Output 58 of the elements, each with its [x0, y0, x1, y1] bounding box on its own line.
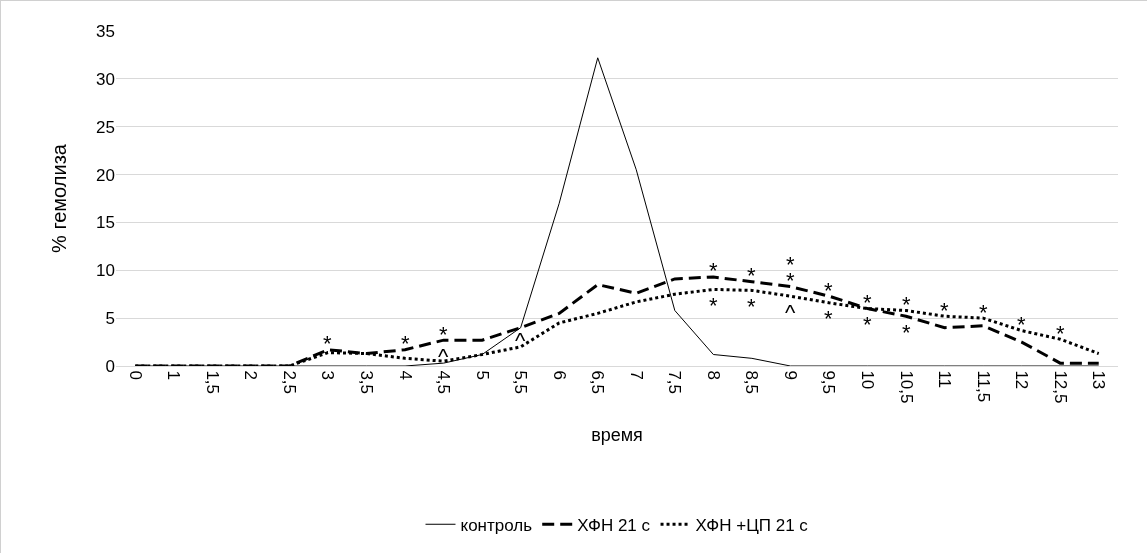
y-tick-label: 35	[96, 21, 115, 41]
x-tick-label: 9,5	[819, 370, 839, 395]
annotation: *	[1056, 321, 1065, 346]
y-tick-label: 20	[96, 165, 115, 185]
annotation: *	[902, 320, 911, 345]
x-axis-title: время	[591, 424, 643, 445]
x-tick-label: 4,5	[434, 370, 454, 395]
annotation: ^	[438, 344, 449, 369]
x-tick-label: 1,5	[202, 370, 222, 395]
x-tick-label: 5,5	[511, 370, 531, 395]
x-tick-label: 5	[472, 370, 492, 380]
x-tick-label: 11,5	[973, 370, 993, 403]
x-tick-label: 7,5	[665, 370, 685, 395]
y-tick-label: 25	[96, 117, 115, 137]
annotation: *	[824, 278, 833, 303]
x-tick-label: 4	[395, 370, 415, 380]
x-tick-label: 9	[780, 370, 800, 380]
x-tick-label: 7	[626, 370, 646, 380]
annotation: ^	[785, 300, 796, 325]
legend-label: контроль	[460, 515, 533, 535]
x-tick-label: 10	[857, 370, 877, 390]
annotation: *	[747, 294, 756, 319]
x-tick-label: 13	[1089, 370, 1109, 390]
x-tick-label: 11	[935, 370, 955, 389]
x-tick-label: 8	[703, 370, 723, 380]
annotation: *	[439, 322, 448, 347]
x-tick-label: 3	[318, 370, 338, 380]
x-tick-label: 6	[549, 370, 569, 380]
y-axis-title: % гемолиза	[48, 143, 70, 253]
y-tick-label: 15	[96, 213, 115, 233]
annotation: *	[824, 306, 833, 331]
y-tick-label: 10	[96, 261, 115, 281]
x-tick-label: 12	[1012, 370, 1032, 390]
x-tick-label: 8,5	[742, 370, 762, 395]
x-tick-label: 0	[125, 370, 145, 380]
annotation: *	[940, 298, 949, 323]
legend-label: ХФН 21 с	[577, 515, 651, 535]
annotation: *	[709, 258, 718, 283]
legend-label: ХФН +ЦП 21 с	[695, 515, 809, 535]
annotation: *	[401, 331, 410, 356]
x-tick-label: 2,5	[279, 370, 299, 395]
x-tick-label: 1	[164, 370, 184, 380]
annotation: *	[863, 290, 872, 315]
x-tick-label: 10,5	[896, 370, 916, 404]
annotation: *	[747, 263, 756, 288]
x-tick-label: 2	[241, 370, 261, 380]
annotation: *	[323, 331, 332, 356]
annotation: *	[709, 293, 718, 318]
annotation: *	[979, 300, 988, 325]
y-tick-label: 5	[105, 309, 115, 329]
annotation: *	[1017, 312, 1026, 337]
x-tick-label: 3,5	[356, 370, 376, 395]
annotation: ^	[515, 328, 526, 353]
annotation: *	[902, 292, 911, 317]
y-tick-label: 30	[96, 69, 115, 89]
annotation: *	[863, 312, 872, 337]
x-tick-label: 6,5	[588, 370, 608, 395]
x-tick-label: 12,5	[1050, 370, 1070, 404]
